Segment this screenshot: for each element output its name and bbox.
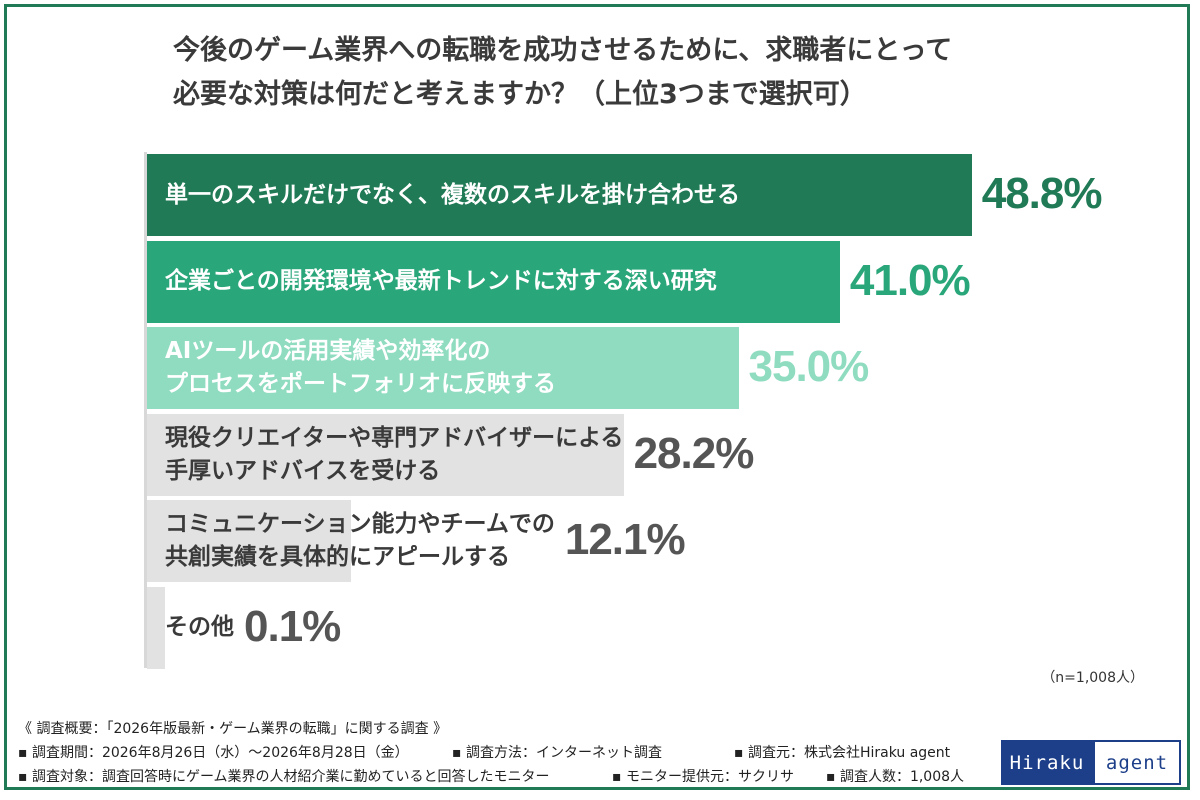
- bar-label: AIツールの活用実績や効率化のプロセスをポートフォリオに反映する: [165, 335, 556, 401]
- bar-value-label: 12.1%: [564, 515, 686, 564]
- survey-count: ▪ 調査人数：1,008人: [826, 769, 965, 785]
- bar-label-line: 共創実績を具体的にアピールする: [165, 544, 510, 570]
- bar: 企業ごとの開発環境や最新トレンドに対する深い研究: [147, 240, 840, 323]
- bar-label-line: 企業ごとの開発環境や最新トレンドに対する深い研究: [165, 268, 717, 294]
- bar-label-line: 手厚いアドバイスを受ける: [165, 457, 441, 484]
- bar-label: 現役クリエイターや専門アドバイザーによる 手厚いアドバイスを受ける: [165, 422, 623, 488]
- bar: 現役クリエイターや専門アドバイザーによる 手厚いアドバイスを受ける: [147, 413, 624, 496]
- bar-label-line: 単一のスキルだけでなく、複数のスキルを掛け合わせる: [165, 181, 740, 208]
- bar-label-line: その他: [165, 614, 234, 640]
- sample-size-note: （n=1,008人）: [1041, 670, 1144, 686]
- bar-value-label: 48.8%: [981, 169, 1103, 218]
- survey-method: ▪ 調査方法：インターネット調査: [452, 745, 662, 761]
- bar-label-line: 現役クリエイターや専門アドバイザーによる: [165, 424, 624, 451]
- bar: AIツールの活用実績や効率化のプロセスをポートフォリオに反映する: [147, 327, 739, 409]
- survey-source: ▪ 調査元：株式会社Hiraku agent: [734, 745, 951, 761]
- bar: コミュニケーション能力やチームでの 共創実績を具体的にアピールする: [147, 500, 555, 582]
- bar-value-label: 41.0%: [849, 255, 971, 305]
- bar: その他: [147, 586, 234, 669]
- bar-label: その他: [165, 611, 234, 644]
- bar-value-label: 0.1%: [244, 601, 341, 651]
- survey-heading: 《 調査概要：「2026年版最新・ゲーム業界の転職」に関する調査 》: [18, 721, 448, 737]
- chart-title-line1: 今後のゲーム業界への転職を成功させるために、求職者にとって: [173, 35, 953, 66]
- bar-label-line: AIツールの活用実績や効率化の: [165, 338, 491, 364]
- bar-label: 企業ごとの開発環境や最新トレンドに対する深い研究: [165, 265, 717, 298]
- logo-part-hiraku: Hiraku: [1001, 740, 1093, 785]
- bar-label-line: コミュニケーション能力やチームでの: [165, 511, 555, 537]
- survey-provider: ▪ モニター提供元：サクリサ: [612, 769, 794, 785]
- category-axis-line: [144, 152, 147, 668]
- logo-part-agent: agent: [1093, 740, 1181, 785]
- bar: 単一のスキルだけでなく、複数のスキルを掛け合わせる: [147, 154, 972, 236]
- survey-period: ▪ 調査期間：2026年8月26日（水）～2026年8月28日（金）: [18, 745, 409, 761]
- bar-value-label: 35.0%: [748, 342, 870, 391]
- bar-label: 単一のスキルだけでなく、複数のスキルを掛け合わせる: [165, 179, 740, 212]
- hiraku-agent-logo: Hiraku agent: [1001, 740, 1181, 785]
- chart-title-line2: 必要な対策は何だと考えますか？（上位3つまで選択可）: [173, 79, 867, 110]
- bar-label-line: プロセスをポートフォリオに反映する: [165, 371, 556, 397]
- survey-target: ▪ 調査対象：調査回答時にゲーム業界の人材紹介業に勤めていると回答したモニター: [18, 769, 550, 785]
- bar-value-label: 28.2%: [633, 428, 755, 478]
- bar-label: コミュニケーション能力やチームでの 共創実績を具体的にアピールする: [165, 508, 555, 574]
- chart-title: 今後のゲーム業界への転職を成功させるために、求職者にとって 必要な対策は何だと考…: [173, 29, 1073, 117]
